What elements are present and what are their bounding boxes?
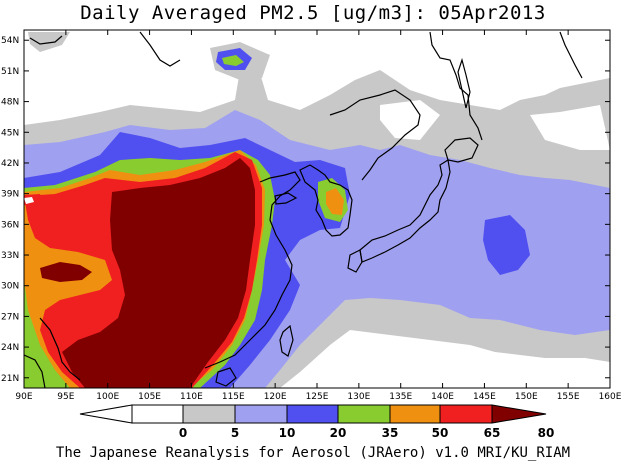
lat-tick-label: 27N bbox=[1, 312, 19, 322]
lon-tick-label: 120E bbox=[264, 392, 287, 402]
contour-orange-korea bbox=[326, 188, 344, 215]
lon-tick-label: 140E bbox=[431, 392, 454, 402]
coastlines bbox=[24, 31, 583, 388]
longitude-axis: 90E 95E 100E 105E 110E 115E 120E 125E 130E 135E 14… bbox=[15, 30, 622, 402]
colorbar-box bbox=[131, 404, 184, 424]
lon-tick-label: 150E bbox=[515, 392, 538, 402]
lat-tick-label: 21N bbox=[1, 374, 19, 384]
colorbar-label: 80 bbox=[538, 426, 555, 440]
colorbar-box bbox=[439, 404, 493, 424]
colorbar-label: 5 bbox=[231, 426, 239, 440]
map-field bbox=[24, 30, 610, 388]
colorbar-box bbox=[286, 404, 339, 424]
contour-darkred-west bbox=[40, 262, 92, 282]
colorbar-label: 65 bbox=[484, 426, 501, 440]
colorbar-label: 0 bbox=[179, 426, 187, 440]
lat-tick-label: 54N bbox=[1, 36, 19, 46]
contour-darkred bbox=[62, 158, 255, 388]
lat-tick-label: 51N bbox=[1, 67, 19, 77]
lat-tick-label: 30N bbox=[1, 282, 19, 292]
contour-white-hole-2 bbox=[530, 105, 610, 150]
colorbar-box bbox=[234, 404, 288, 424]
lon-tick-label: 100E bbox=[96, 392, 119, 402]
map-title: Daily Averaged PM2.5 [ug/m3]: 05Apr2013 bbox=[80, 2, 546, 24]
colorbar-label: 50 bbox=[432, 426, 449, 440]
lon-tick-label: 125E bbox=[306, 392, 329, 402]
colorbar-label: 10 bbox=[279, 426, 296, 440]
contour-gray-top bbox=[28, 32, 70, 52]
lat-tick-label: 48N bbox=[1, 98, 19, 108]
lat-tick-label: 39N bbox=[1, 190, 19, 200]
colorbar-box bbox=[389, 404, 441, 424]
lon-tick-label: 145E bbox=[473, 392, 496, 402]
lon-tick-label: 160E bbox=[599, 392, 622, 402]
lon-tick-label: 110E bbox=[180, 392, 203, 402]
colorbar-arrow-high bbox=[491, 404, 547, 424]
lon-tick-label: 105E bbox=[138, 392, 161, 402]
lat-tick-label: 36N bbox=[1, 220, 19, 230]
lon-tick-label: 95E bbox=[57, 392, 74, 402]
latitude-axis: 21N 24N 27N 30N 33N 36N 39N 42N 45N 48N 51N 54N bbox=[1, 36, 610, 384]
lon-tick-label: 130E bbox=[347, 392, 370, 402]
contour-green-small bbox=[222, 55, 244, 66]
lon-tick-label: 90E bbox=[15, 392, 32, 402]
lat-tick-label: 24N bbox=[1, 343, 19, 353]
contour-white-hole-1 bbox=[380, 100, 440, 140]
colorbar-label: 35 bbox=[382, 426, 399, 440]
lon-tick-label: 115E bbox=[222, 392, 245, 402]
footer-credit: The Japanese Reanalysis for Aerosol (JRA… bbox=[55, 445, 571, 461]
lon-tick-label: 135E bbox=[389, 392, 412, 402]
contour-white-spot bbox=[24, 197, 34, 204]
lat-tick-label: 45N bbox=[1, 128, 19, 138]
lon-tick-label: 155E bbox=[557, 392, 580, 402]
colorbar-box bbox=[337, 404, 391, 424]
colorbar-arrow-low bbox=[79, 404, 133, 424]
colorbar: 0 5 10 20 35 50 65 80 bbox=[79, 404, 555, 440]
lat-tick-label: 33N bbox=[1, 251, 19, 261]
lat-tick-label: 42N bbox=[1, 159, 19, 169]
colorbar-box bbox=[182, 404, 236, 424]
colorbar-label: 20 bbox=[330, 426, 347, 440]
contour-blue-sea bbox=[483, 215, 530, 275]
